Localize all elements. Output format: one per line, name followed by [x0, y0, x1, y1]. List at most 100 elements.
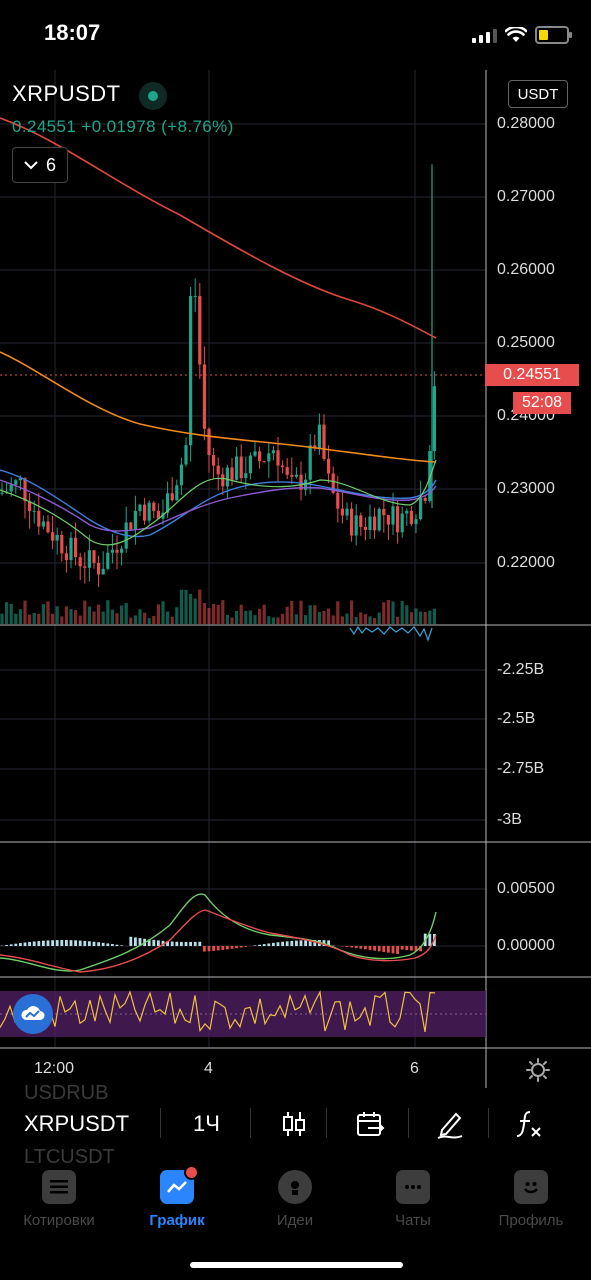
macd-signal-line [0, 909, 437, 973]
candle-body [290, 474, 294, 477]
volume-bar [336, 601, 340, 624]
candle-body [28, 501, 32, 512]
macd-histogram-bar [216, 946, 220, 951]
candle-body [18, 478, 22, 481]
candle-body [327, 458, 331, 474]
volume-bar [216, 605, 220, 624]
candle-body [212, 454, 216, 466]
price-change-quote: 0.24551 +0.01978 (+8.76%) [12, 117, 234, 136]
candle-body [377, 508, 381, 531]
indicators-fx-icon[interactable] [512, 1108, 544, 1140]
macd-histogram-bar [138, 938, 142, 946]
chart-area[interactable] [0, 0, 591, 1090]
indicators-collapse-button[interactable]: 6 [12, 147, 68, 183]
volume-bar [92, 611, 96, 624]
volume-bar [198, 589, 202, 624]
tab-profile[interactable]: Профиль [476, 1170, 586, 1229]
candle-body [179, 464, 183, 486]
macd-histogram-bar [101, 942, 105, 946]
cloud-chart-icon [21, 1006, 45, 1020]
candle-body [244, 473, 248, 479]
compare-calendar-icon[interactable] [354, 1108, 386, 1140]
volume-bar [5, 602, 9, 624]
volume-bar [143, 612, 147, 624]
macd-histogram-bar [46, 940, 50, 946]
tab-label: Идеи [276, 1212, 314, 1229]
candle-body [340, 508, 344, 516]
candle-body [55, 534, 59, 541]
macd-histogram-bar [272, 942, 275, 946]
macd-histogram-bar [350, 946, 353, 948]
volume-bar [414, 608, 418, 624]
macd-histogram-bar [92, 941, 96, 946]
volume-bar [110, 609, 114, 624]
ma-fast-green [0, 459, 437, 546]
volume-bar [74, 610, 78, 624]
chat-icon [396, 1170, 430, 1204]
macd-histogram-bar [120, 945, 123, 946]
chart-symbol-title[interactable]: XRPUSDT [12, 81, 121, 106]
candle-body [156, 510, 160, 519]
tradingview-logo-button[interactable] [13, 994, 53, 1034]
tab-label: Чаты [395, 1212, 431, 1229]
tab-chats[interactable]: Чаты [358, 1170, 468, 1229]
macd-histogram-bar [253, 945, 257, 946]
macd-histogram-bar [387, 946, 390, 953]
macd-histogram-bar [359, 946, 363, 949]
candle-body [271, 450, 275, 454]
volume-bar [9, 603, 13, 624]
volume-bar [391, 601, 395, 624]
volume-bar [97, 604, 101, 624]
candle-body [225, 467, 229, 487]
candle-body [51, 532, 55, 541]
candle-body [391, 506, 395, 525]
tab-quotes[interactable]: Котировки [4, 1170, 114, 1229]
volume-bar [271, 617, 275, 624]
candle-body [396, 506, 400, 533]
macd-histogram-bar [134, 937, 137, 946]
macd-histogram-bar [313, 940, 317, 946]
volume-bar [166, 611, 170, 624]
time-axis-label: 6 [410, 1060, 419, 1077]
drawing-pen-icon[interactable] [434, 1108, 466, 1140]
tab-chart[interactable]: График [122, 1165, 232, 1229]
volume-bar [14, 613, 18, 624]
volume-bar [207, 608, 211, 624]
time-axis-label: 12:00 [34, 1060, 75, 1077]
candles-chart-type-icon[interactable] [278, 1108, 310, 1140]
candle-body [405, 510, 409, 514]
currency-badge[interactable]: USDT [508, 80, 568, 108]
macd-histogram-bar [37, 941, 41, 946]
macd-histogram-bar [180, 941, 183, 946]
volume-bar [304, 615, 308, 624]
tab-ideas[interactable]: Идеи [240, 1170, 350, 1229]
macd-histogram-bar [74, 940, 77, 946]
macd-histogram-bar [396, 946, 399, 954]
macd-histogram-bar [129, 936, 133, 946]
toolbar-divider [250, 1108, 251, 1138]
volume-bar [78, 615, 82, 624]
candle-body [138, 504, 142, 511]
macd-histogram-bar [419, 946, 422, 952]
macd-histogram-bar [276, 942, 280, 946]
volume-bar [179, 589, 183, 624]
volume-bar [147, 617, 151, 624]
candle-body [207, 428, 211, 455]
candle-body [345, 508, 349, 516]
macd-histogram-bar [32, 941, 36, 946]
volume-bar [317, 611, 321, 624]
tab-label: Котировки [23, 1212, 95, 1229]
macd-histogram-bar [83, 940, 87, 946]
volume-bar [51, 613, 55, 624]
candle-body [317, 424, 321, 449]
candle-body [41, 521, 45, 527]
candle-body [37, 510, 41, 527]
candle-body [304, 479, 308, 490]
volume-bar [189, 593, 193, 624]
interval-button[interactable]: 1Ч [193, 1111, 220, 1136]
list-icon [42, 1170, 76, 1204]
macd-histogram-bar [161, 940, 165, 946]
toolbar-symbol-button[interactable]: XRPUSDT [24, 1111, 130, 1136]
volume-bar [133, 615, 137, 624]
tab-label: График [149, 1212, 205, 1229]
